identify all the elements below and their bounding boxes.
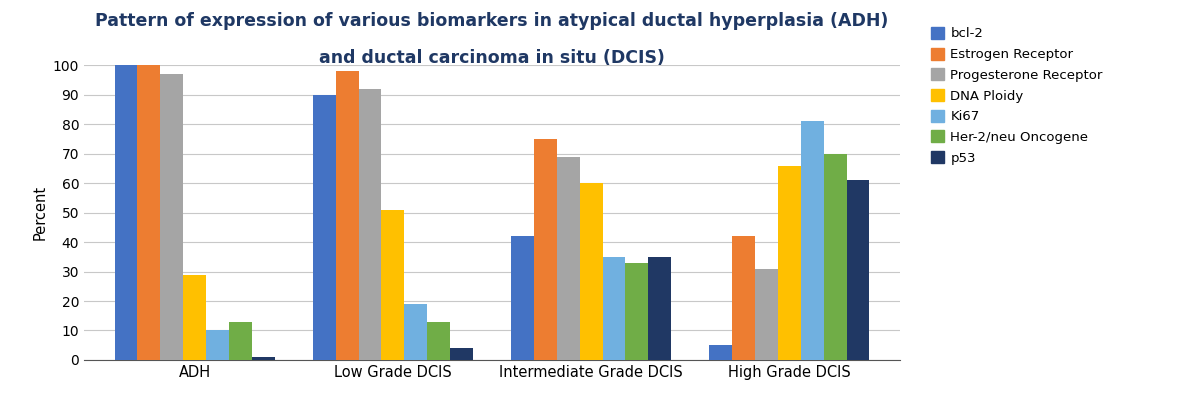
Bar: [625, 263, 648, 360]
Bar: [229, 321, 252, 360]
Bar: [450, 348, 473, 360]
Bar: [648, 257, 671, 360]
Bar: [206, 330, 229, 360]
Bar: [800, 121, 823, 360]
Legend: bcl-2, Estrogen Receptor, Progesterone Receptor, DNA Ploidy, Ki67, Her-2/neu Onc: bcl-2, Estrogen Receptor, Progesterone R…: [930, 27, 1103, 164]
Bar: [755, 269, 778, 360]
Bar: [602, 257, 625, 360]
Bar: [847, 180, 870, 360]
Y-axis label: Percent: Percent: [32, 185, 47, 240]
Bar: [252, 357, 275, 360]
Bar: [313, 95, 336, 360]
Bar: [359, 89, 382, 360]
Text: Pattern of expression of various biomarkers in atypical ductal hyperplasia (ADH): Pattern of expression of various biomark…: [95, 12, 889, 30]
Bar: [732, 236, 755, 360]
Bar: [534, 139, 557, 360]
Bar: [709, 345, 732, 360]
Bar: [114, 65, 137, 360]
Bar: [823, 154, 847, 360]
Bar: [137, 65, 161, 360]
Bar: [161, 74, 184, 360]
Bar: [404, 304, 427, 360]
Bar: [427, 321, 450, 360]
Bar: [778, 166, 800, 360]
Bar: [557, 157, 580, 360]
Text: and ductal carcinoma in situ (DCIS): and ductal carcinoma in situ (DCIS): [319, 49, 665, 67]
Bar: [580, 183, 602, 360]
Bar: [184, 274, 206, 360]
Bar: [336, 71, 359, 360]
Bar: [382, 210, 404, 360]
Bar: [511, 236, 534, 360]
